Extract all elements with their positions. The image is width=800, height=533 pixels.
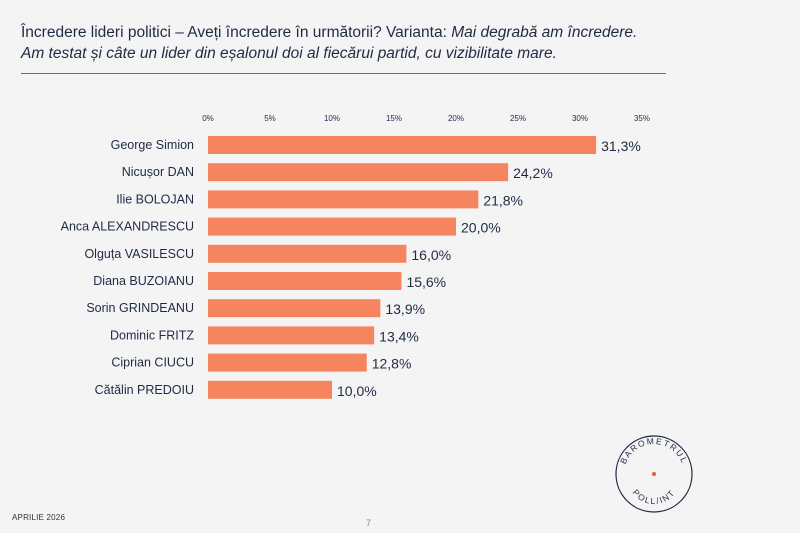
bar <box>208 163 509 182</box>
footer-date: APRILIE 2026 <box>12 513 66 522</box>
value-label: 13,9% <box>385 301 425 317</box>
x-tick-label: 5% <box>264 114 276 123</box>
page-number: 7 <box>366 518 372 528</box>
title-prefix: Încredere lideri politici – Aveți încred… <box>21 24 452 41</box>
category-label: George Simion <box>111 138 194 152</box>
value-label: 20,0% <box>461 220 501 236</box>
category-label: Ilie BOLOJAN <box>116 192 194 206</box>
x-tick-label: 25% <box>510 114 526 123</box>
bar <box>208 326 375 345</box>
category-label: Olguța VASILESCU <box>84 247 194 261</box>
x-tick-label: 10% <box>324 114 340 123</box>
value-label: 21,8% <box>483 192 523 208</box>
title-italic: Mai degrabă am încredere. <box>451 24 638 41</box>
category-label: Dominic FRITZ <box>110 328 194 342</box>
bar <box>208 244 407 263</box>
logo-top-text: BAROMETRUL <box>618 436 690 466</box>
title-divider <box>21 73 666 74</box>
x-tick-label: 35% <box>634 114 650 123</box>
x-tick-label: 30% <box>572 114 588 123</box>
value-label: 16,0% <box>411 247 451 263</box>
logo-dot <box>652 472 656 476</box>
category-label: Ciprian CIUCU <box>111 356 194 370</box>
x-tick-label: 20% <box>448 114 464 123</box>
category-label: Diana BUZOIANU <box>93 274 194 288</box>
value-label: 15,6% <box>406 274 446 290</box>
category-label: Sorin GRINDEANU <box>86 301 194 315</box>
chart-subtitle: Am testat și câte un lider din eșalonul … <box>21 45 557 62</box>
logo-bottom-text: POLL/INT <box>631 487 678 506</box>
chart-title: Încredere lideri politici – Aveți încred… <box>21 22 681 64</box>
value-label: 31,3% <box>601 138 641 154</box>
logo-ring <box>615 435 693 513</box>
value-label: 13,4% <box>379 328 419 344</box>
bar <box>208 380 332 399</box>
value-label: 24,2% <box>513 165 553 181</box>
category-label: Cătălin PREDOIU <box>95 383 194 397</box>
barometrul-logo: BAROMETRUL POLL/INT <box>615 435 693 513</box>
bar <box>208 190 479 209</box>
x-tick-label: 0% <box>202 114 214 123</box>
bar <box>208 272 402 290</box>
bar <box>208 299 381 318</box>
bar <box>208 353 367 372</box>
value-label: 12,8% <box>372 356 412 372</box>
value-label: 10,0% <box>337 383 377 399</box>
bar <box>208 136 597 154</box>
x-tick-label: 15% <box>386 114 402 123</box>
category-label: Anca ALEXANDRESCU <box>61 220 194 234</box>
category-label: Nicușor DAN <box>122 165 194 179</box>
bar <box>208 217 456 236</box>
